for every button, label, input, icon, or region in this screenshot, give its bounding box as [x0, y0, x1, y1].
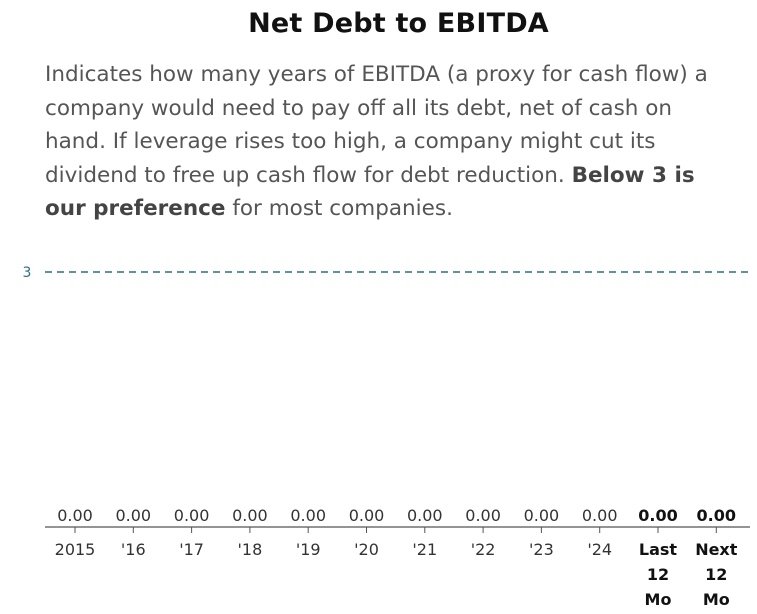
description-bold: Below 3 is our preference: [45, 162, 695, 222]
x-tick-label: 12: [647, 565, 669, 584]
value-label: 0.00: [465, 506, 501, 525]
x-tick-label: '24: [587, 540, 612, 559]
x-tick-label: '18: [238, 540, 263, 559]
value-label: 0.00: [582, 506, 618, 525]
x-tick-label: '17: [179, 540, 204, 559]
value-label: 0.00: [524, 506, 560, 525]
reference-line-label: 3: [23, 265, 32, 281]
description-tail: for most companies.: [225, 196, 453, 221]
value-label: 0.00: [57, 506, 93, 525]
value-label: 0.00: [349, 506, 385, 525]
value-label: 0.00: [232, 506, 268, 525]
value-label: 0.00: [638, 506, 677, 525]
x-tick-label: 12: [705, 565, 727, 584]
description-text: Indicates how many years of EBITDA (a pr…: [45, 62, 708, 188]
value-label: 0.00: [115, 506, 151, 525]
x-tick-label: '21: [412, 540, 437, 559]
chart-description: Indicates how many years of EBITDA (a pr…: [45, 58, 735, 226]
x-tick-label: '19: [296, 540, 321, 559]
x-tick-label: Last: [639, 540, 678, 559]
value-label: 0.00: [407, 506, 443, 525]
x-tick-label: 2015: [55, 540, 96, 559]
value-label: 0.00: [290, 506, 326, 525]
x-tick-label: '22: [471, 540, 496, 559]
x-tick-label: '20: [354, 540, 379, 559]
x-tick-label: Next: [695, 540, 738, 559]
x-tick-label: '23: [529, 540, 554, 559]
value-label: 0.00: [174, 506, 210, 525]
x-tick-label: Mo: [645, 590, 672, 609]
value-label: 0.00: [697, 506, 736, 525]
chart-title: Net Debt to EBITDA: [248, 8, 549, 39]
x-tick-label: Mo: [703, 590, 730, 609]
x-tick-label: '16: [121, 540, 146, 559]
